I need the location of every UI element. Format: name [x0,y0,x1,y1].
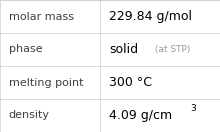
Text: phase: phase [9,44,42,55]
Text: 3: 3 [190,104,196,113]
Text: molar mass: molar mass [9,11,74,22]
Text: density: density [9,110,50,121]
Text: melting point: melting point [9,77,83,88]
Text: (at STP): (at STP) [152,45,190,54]
Text: 229.84 g/mol: 229.84 g/mol [109,10,192,23]
Text: 300 °C: 300 °C [109,76,152,89]
Text: solid: solid [109,43,138,56]
Text: 4.09 g/cm: 4.09 g/cm [109,109,172,122]
